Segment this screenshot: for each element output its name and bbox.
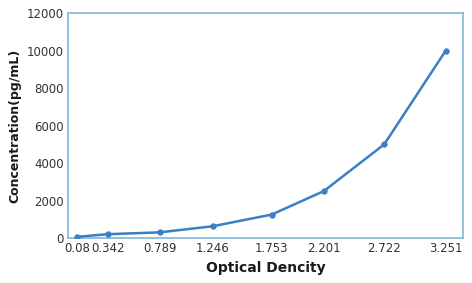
Y-axis label: Concentration(pg/mL): Concentration(pg/mL) <box>8 48 21 203</box>
X-axis label: Optical Dencity: Optical Dencity <box>206 261 325 275</box>
